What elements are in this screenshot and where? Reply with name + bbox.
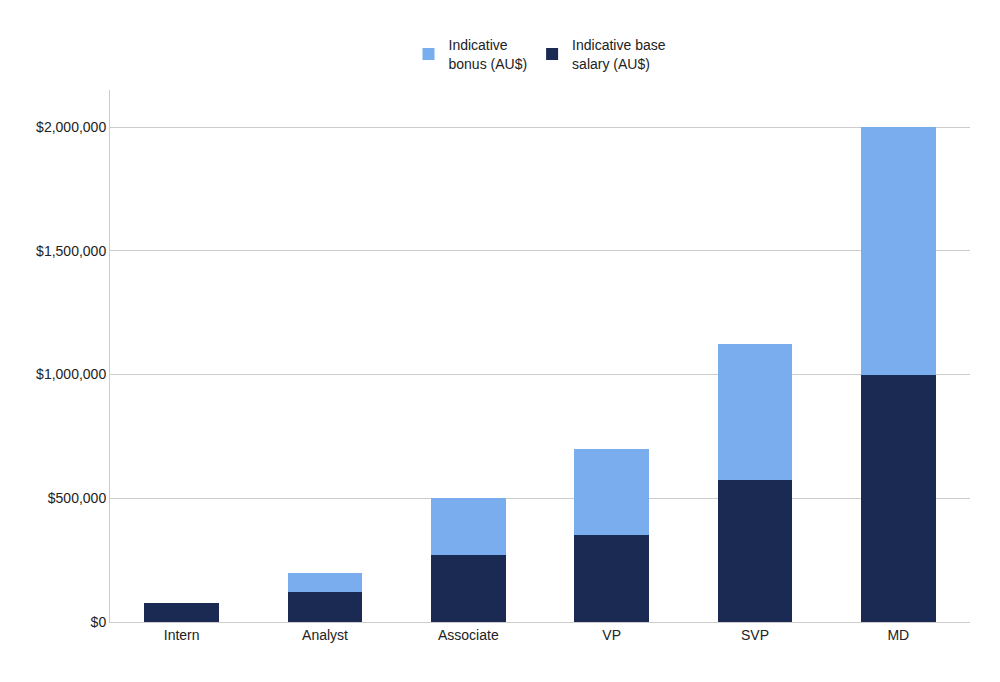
svg-text:$1,000,000: $1,000,000: [36, 366, 106, 382]
svg-text:Analyst: Analyst: [302, 627, 348, 643]
svg-text:Intern: Intern: [164, 627, 200, 643]
svg-text:$500,000: $500,000: [48, 490, 107, 506]
svg-text:$2,000,000: $2,000,000: [36, 119, 106, 135]
svg-text:$1,500,000: $1,500,000: [36, 243, 106, 259]
svg-text:Indicativebonus (AU$): Indicativebonus (AU$): [449, 37, 528, 71]
svg-text:Associate: Associate: [438, 627, 499, 643]
svg-text:MD: MD: [887, 627, 909, 643]
svg-text:$0: $0: [91, 614, 107, 630]
svg-text:SVP: SVP: [741, 627, 769, 643]
svg-text:VP: VP: [602, 627, 621, 643]
svg-text:Indicative basesalary (AU$): Indicative basesalary (AU$): [572, 37, 666, 71]
